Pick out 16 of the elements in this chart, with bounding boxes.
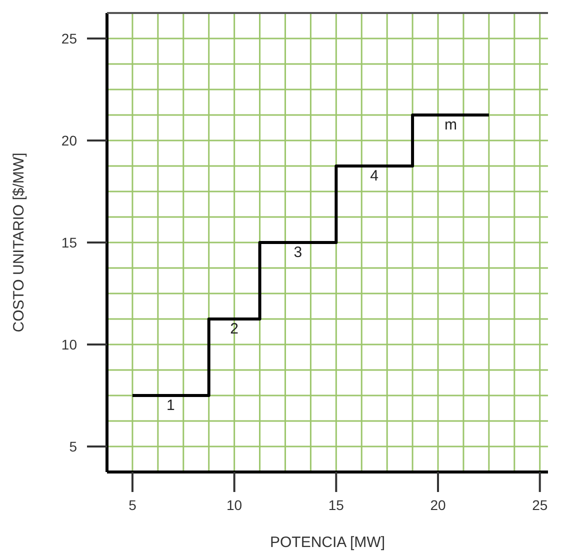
x-tick-label: 25	[532, 497, 548, 513]
annotation: 4	[370, 168, 379, 185]
annotation: 1	[166, 397, 175, 414]
y-tick-label: 10	[61, 336, 78, 352]
x-tick-label: 20	[430, 497, 446, 513]
annotation: m	[444, 116, 457, 134]
y-tick-label: 15	[61, 234, 78, 250]
x-axis-title: POTENCIA [MW]	[270, 534, 386, 551]
x-tick-label: 5	[128, 497, 137, 513]
y-tick-label: 20	[61, 132, 78, 148]
y-tick-label: 5	[69, 438, 78, 454]
y-tick-label: 25	[61, 30, 78, 46]
x-tick-label: 15	[328, 497, 344, 513]
x-tick-label: 10	[226, 497, 242, 513]
annotation: 3	[294, 244, 302, 262]
y-axis-title: COSTO UNITARIO [$/MW]	[10, 152, 28, 332]
